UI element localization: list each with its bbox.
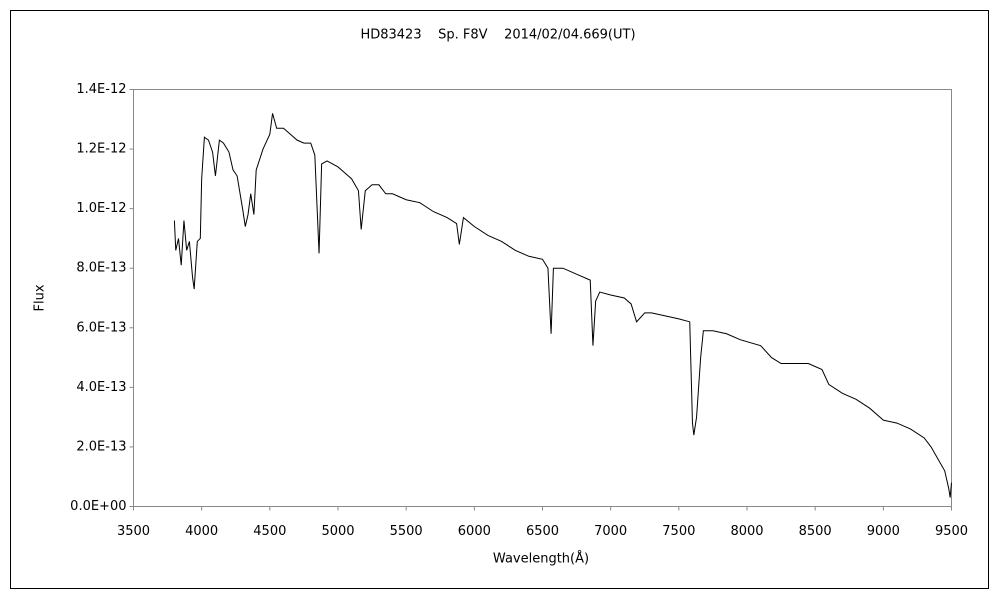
x-tick-label: 7000 xyxy=(594,524,627,539)
y-tick-label: 1.2E-12 xyxy=(76,142,126,157)
x-tick-label: 6000 xyxy=(458,524,491,539)
x-tick-label: 8500 xyxy=(799,524,832,539)
y-tick-label: 1.0E-12 xyxy=(76,201,126,216)
x-tick-label: 7500 xyxy=(662,524,695,539)
x-axis-label: Wavelength(Å) xyxy=(493,551,589,567)
x-tick-label: 3500 xyxy=(117,524,150,539)
y-tick-label: 1.4E-12 xyxy=(76,82,126,97)
x-tick-label: 9500 xyxy=(935,524,968,539)
x-tick-label: 4500 xyxy=(253,524,286,539)
x-tick-label: 6500 xyxy=(526,524,559,539)
x-tick-label: 9000 xyxy=(867,524,900,539)
x-tick-label: 8000 xyxy=(730,524,763,539)
y-axis-label: Flux xyxy=(33,284,48,311)
x-tick-label: 5000 xyxy=(321,524,354,539)
chart-title: HD83423 Sp. F8V 2014/02/04.669(UT) xyxy=(360,28,635,43)
plot-area xyxy=(133,89,952,507)
spectrum-line xyxy=(173,113,952,498)
y-tick-label: 2.0E-13 xyxy=(76,439,126,454)
y-tick-label: 8.0E-13 xyxy=(76,261,126,276)
y-tick-label: 6.0E-13 xyxy=(76,320,126,335)
x-tick-label: 5500 xyxy=(390,524,423,539)
y-tick-label: 0.0E+00 xyxy=(70,499,126,514)
x-tick-label: 4000 xyxy=(185,524,218,539)
y-tick-label: 4.0E-13 xyxy=(76,380,126,395)
